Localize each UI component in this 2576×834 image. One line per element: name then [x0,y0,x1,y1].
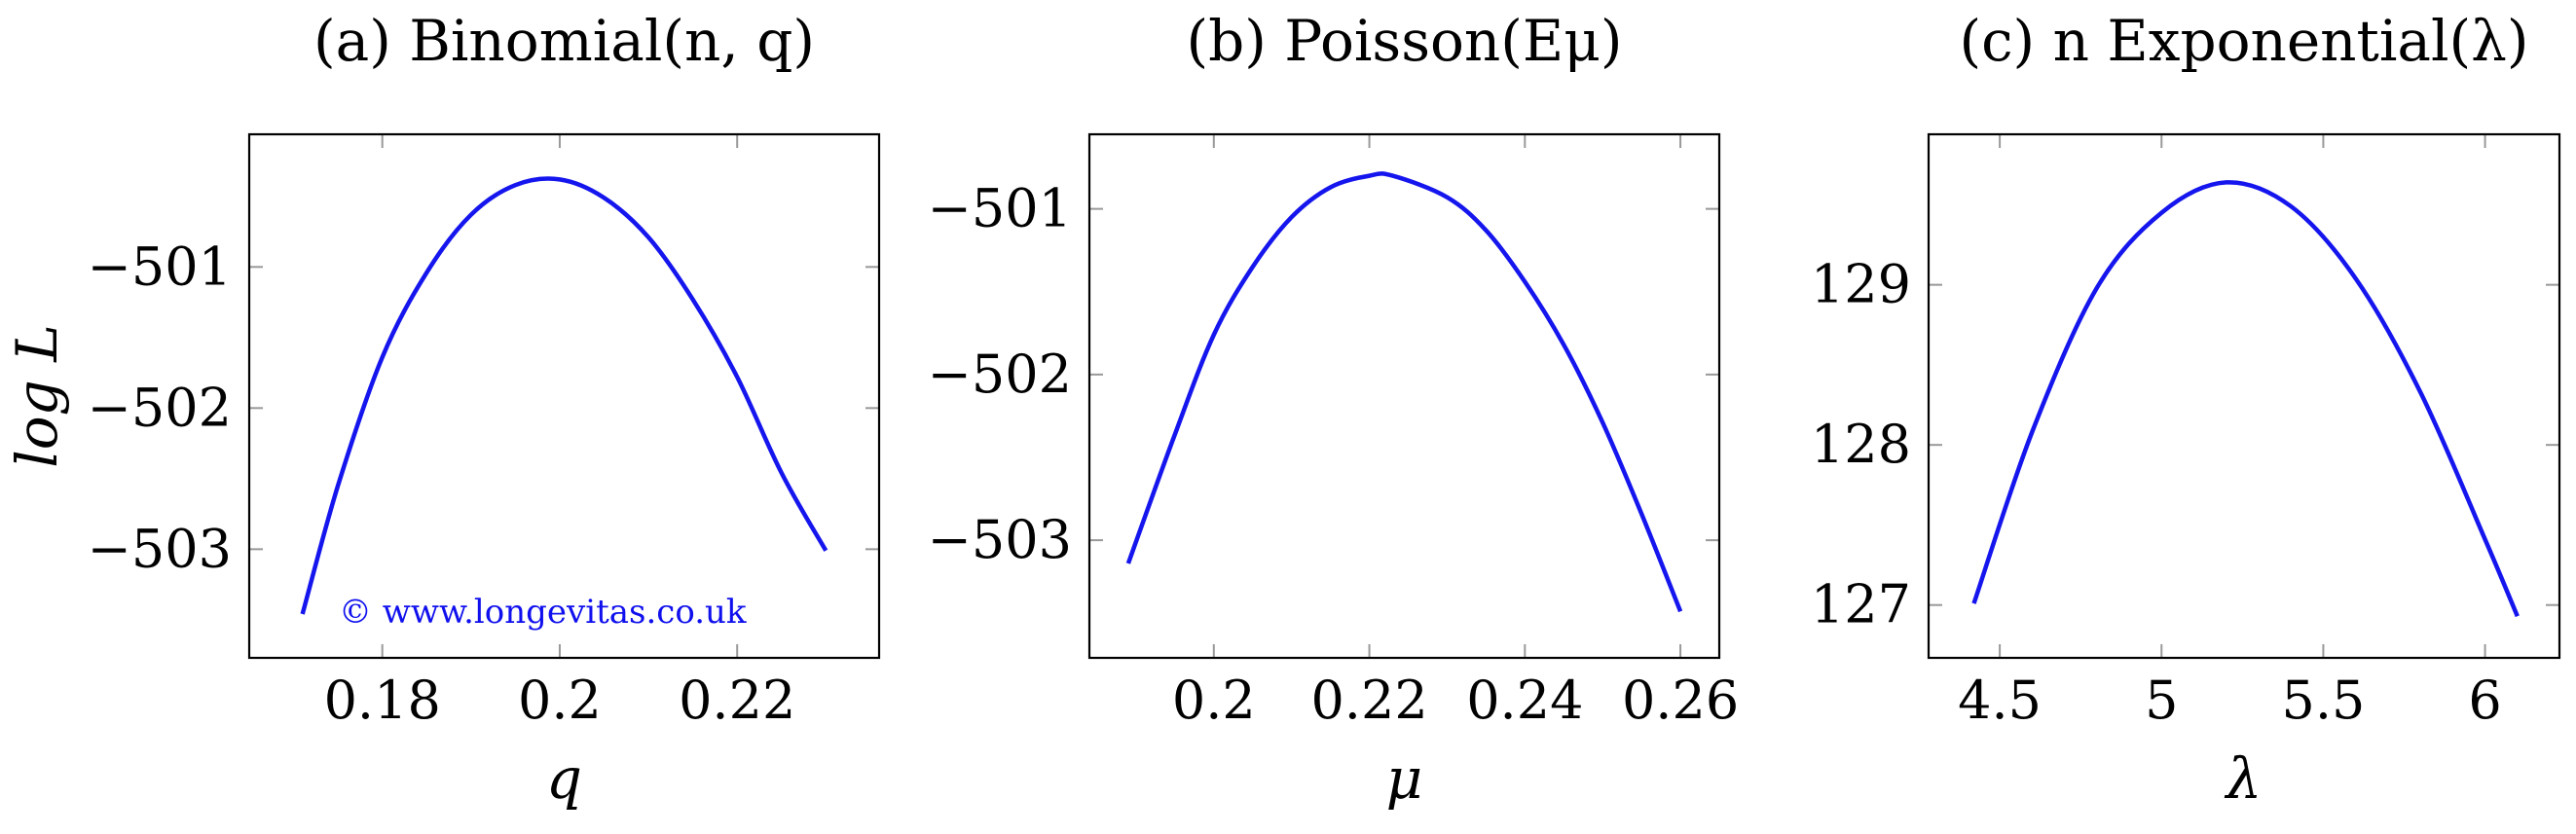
y-tick-label: −502 [928,344,1072,405]
y-tick-label: 127 [1811,574,1911,635]
chart-title: (b) Poisson(Eμ) [1186,8,1622,74]
y-tick-label: 128 [1811,414,1911,475]
x-tick-label: 4.5 [1958,670,2042,731]
y-axis-label: log L [4,324,70,468]
x-tick-label: 5.5 [2281,670,2365,731]
x-axis-label: q [546,745,582,812]
series-line-1 [300,176,828,615]
x-tick-label: 0.18 [324,670,441,731]
watermark-text: © www.longevitas.co.uk [339,593,747,632]
x-tick-label: 0.2 [1172,670,1256,731]
chart-panel-1: (a) Binomial(n, q) 0.18 0.2 0.22 −501 −502 −50… [4,8,881,812]
x-tick-label: 0.22 [1310,670,1427,731]
plot-frame [247,132,881,660]
chart-title: (c) n Exponential(λ) [1959,8,2528,74]
x-axis-label: μ [1386,745,1423,812]
x-tick-label: 0.26 [1622,670,1739,731]
series-line-1 [1125,171,1683,613]
y-tick-label: −501 [88,236,232,297]
x-tick-label: 6 [2468,670,2501,731]
chart-panel-2: (b) Poisson(Eμ) 0.2 0.22 0.24 0.26 −501 −502 −5… [928,8,1740,812]
x-axis-label: λ [2225,745,2263,812]
chart-panel-3: (c) n Exponential(λ) 4.5 5 5.5 6 129 128 127 λ [1811,8,2561,812]
y-tick-label: −503 [88,518,232,579]
y-tick-label: −501 [928,178,1072,239]
chart-title: (a) Binomial(n, q) [313,8,815,74]
series-line-1 [1971,180,2520,618]
y-tick-label: −502 [88,377,232,438]
y-tick-label: 129 [1811,254,1911,315]
plot-frame [1927,132,2561,660]
x-tick-label: 0.2 [518,670,602,731]
x-tick-label: 0.24 [1466,670,1583,731]
x-tick-label: 0.22 [679,670,795,731]
plot-frame [1087,132,1721,660]
x-tick-label: 5 [2145,670,2178,731]
y-tick-label: −503 [928,509,1072,570]
